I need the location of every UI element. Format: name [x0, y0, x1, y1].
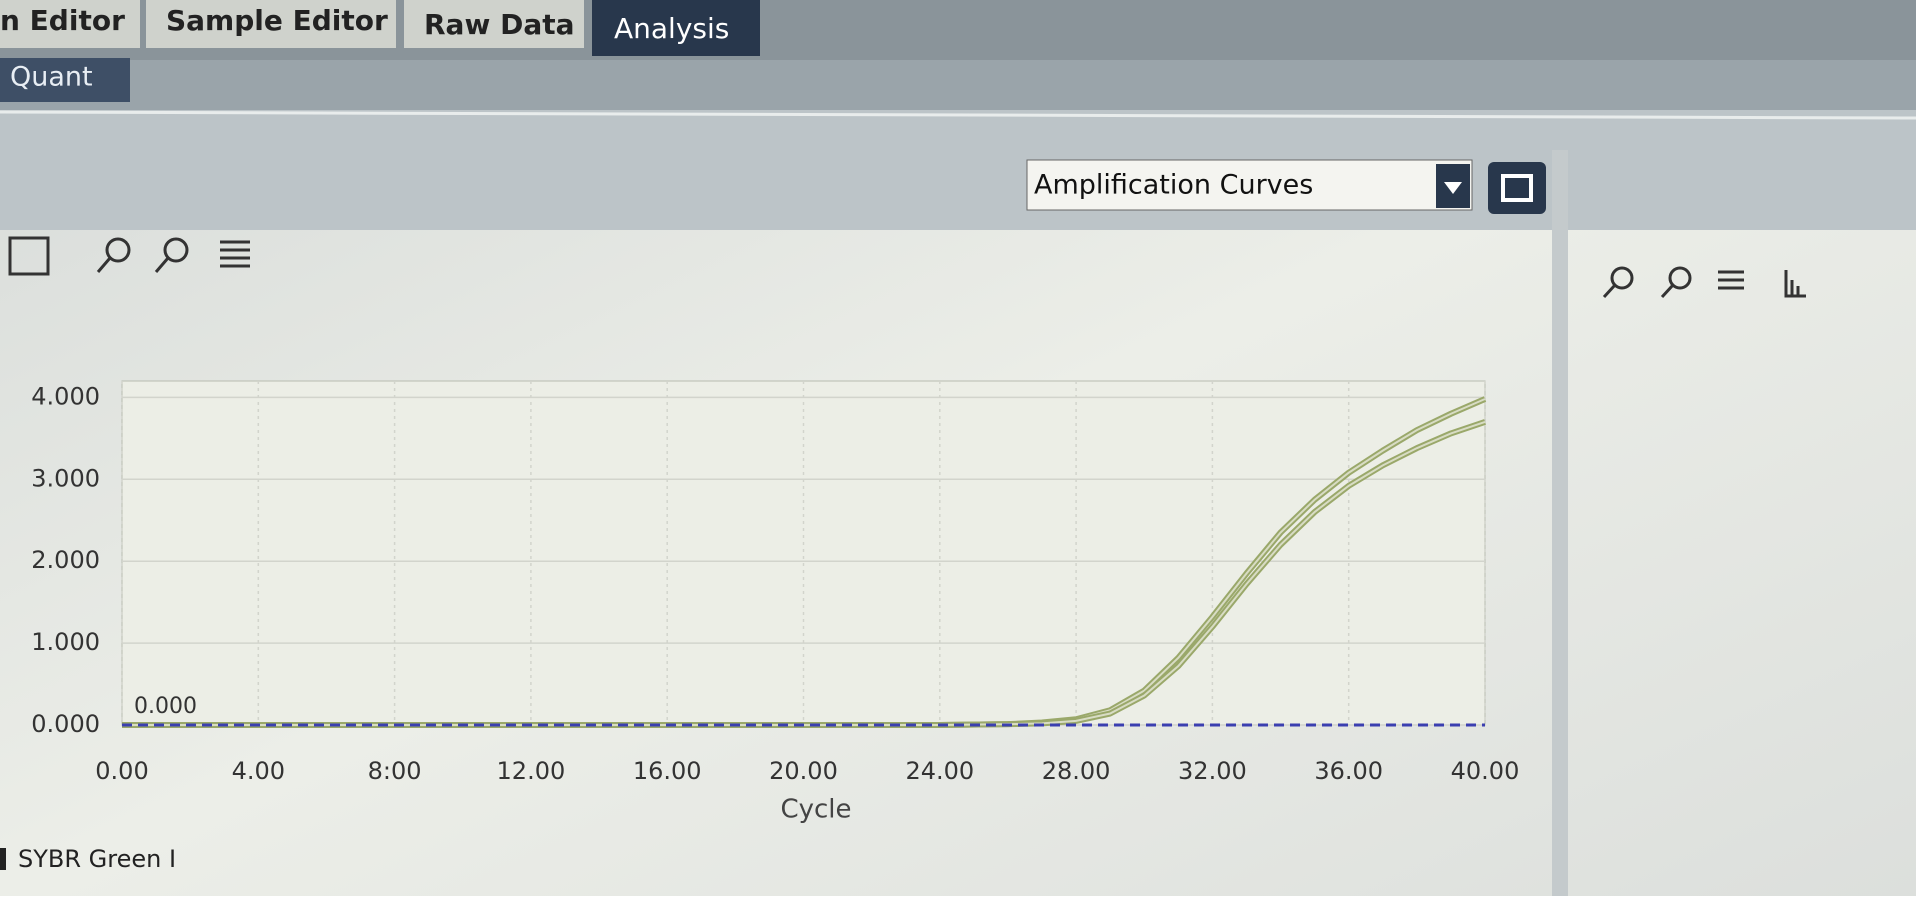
tab[interactable]	[0, 0, 140, 48]
y-tick-label: 4.000	[31, 382, 100, 410]
x-tick-label: 12.00	[497, 757, 566, 785]
plot: 0.000 1.000 2.000 3.000 4.000 0.00 4.00 8:00 12.…	[31, 381, 1519, 785]
zoom-in-icon[interactable]	[1610, 266, 1634, 290]
header-band	[0, 110, 1916, 230]
tab-active[interactable]	[592, 0, 760, 56]
x-axis-label: Cycle	[780, 795, 851, 825]
x-tick-label: 16.00	[633, 757, 702, 785]
y-tick-label: 3.000	[31, 464, 100, 492]
tab-label[interactable]: n Editor	[0, 4, 125, 37]
x-tick-label: 40.00	[1451, 757, 1520, 785]
zoom-out-icon[interactable]	[163, 237, 189, 263]
dropdown[interactable]: Amplification Curves	[1026, 159, 1546, 214]
tab[interactable]	[404, 0, 584, 48]
chart-icon[interactable]	[1784, 270, 1806, 298]
curve-highlight	[122, 421, 1486, 726]
tab-label[interactable]: Analysis	[614, 12, 729, 45]
x-tick-label: 32.00	[1178, 757, 1247, 785]
maximize-icon	[1501, 174, 1533, 202]
select-icon[interactable]	[8, 236, 50, 276]
tab-label[interactable]: Raw Data	[424, 8, 575, 41]
separator	[0, 110, 1916, 120]
x-tick-label: 28.00	[1042, 757, 1111, 785]
x-tick-label: 24.00	[905, 757, 974, 785]
y-tick-label: 0.000	[31, 710, 100, 738]
legend-icon[interactable]	[1718, 270, 1744, 290]
zoom-in-icon[interactable]	[105, 237, 131, 263]
x-tick-label: 20.00	[769, 757, 838, 785]
dropdown-box[interactable]	[1026, 159, 1473, 211]
splitter[interactable]	[1552, 150, 1568, 896]
x-tick-label: 4.00	[232, 757, 285, 785]
x-tick-label: 8:00	[368, 757, 422, 785]
tabs: n Editor Sample Editor Raw Data Analysis…	[0, 0, 760, 102]
dropdown-label[interactable]: Amplification Curves	[1034, 170, 1313, 201]
legend-icon[interactable]	[220, 240, 250, 268]
x-tick-label: 36.00	[1314, 757, 1383, 785]
subtab[interactable]	[0, 58, 130, 102]
zoom-out-icon[interactable]	[1668, 266, 1692, 290]
legend-swatch	[0, 848, 6, 870]
toolbar	[8, 236, 1806, 299]
subtab-label[interactable]: Quant	[10, 62, 93, 93]
subtab-bar	[0, 60, 1916, 110]
x-tick-label: 0.00	[95, 757, 148, 785]
y-tick-label: 2.000	[31, 546, 100, 574]
maximize-button[interactable]	[1488, 162, 1546, 214]
y-tick-label: 1.000	[31, 628, 100, 656]
legend-label: SYBR Green I	[18, 845, 176, 873]
arrow-icon	[1444, 182, 1462, 194]
threshold-label: 0.000	[134, 694, 197, 719]
tab[interactable]	[146, 0, 396, 48]
tab-label[interactable]: Sample Editor	[166, 4, 388, 37]
